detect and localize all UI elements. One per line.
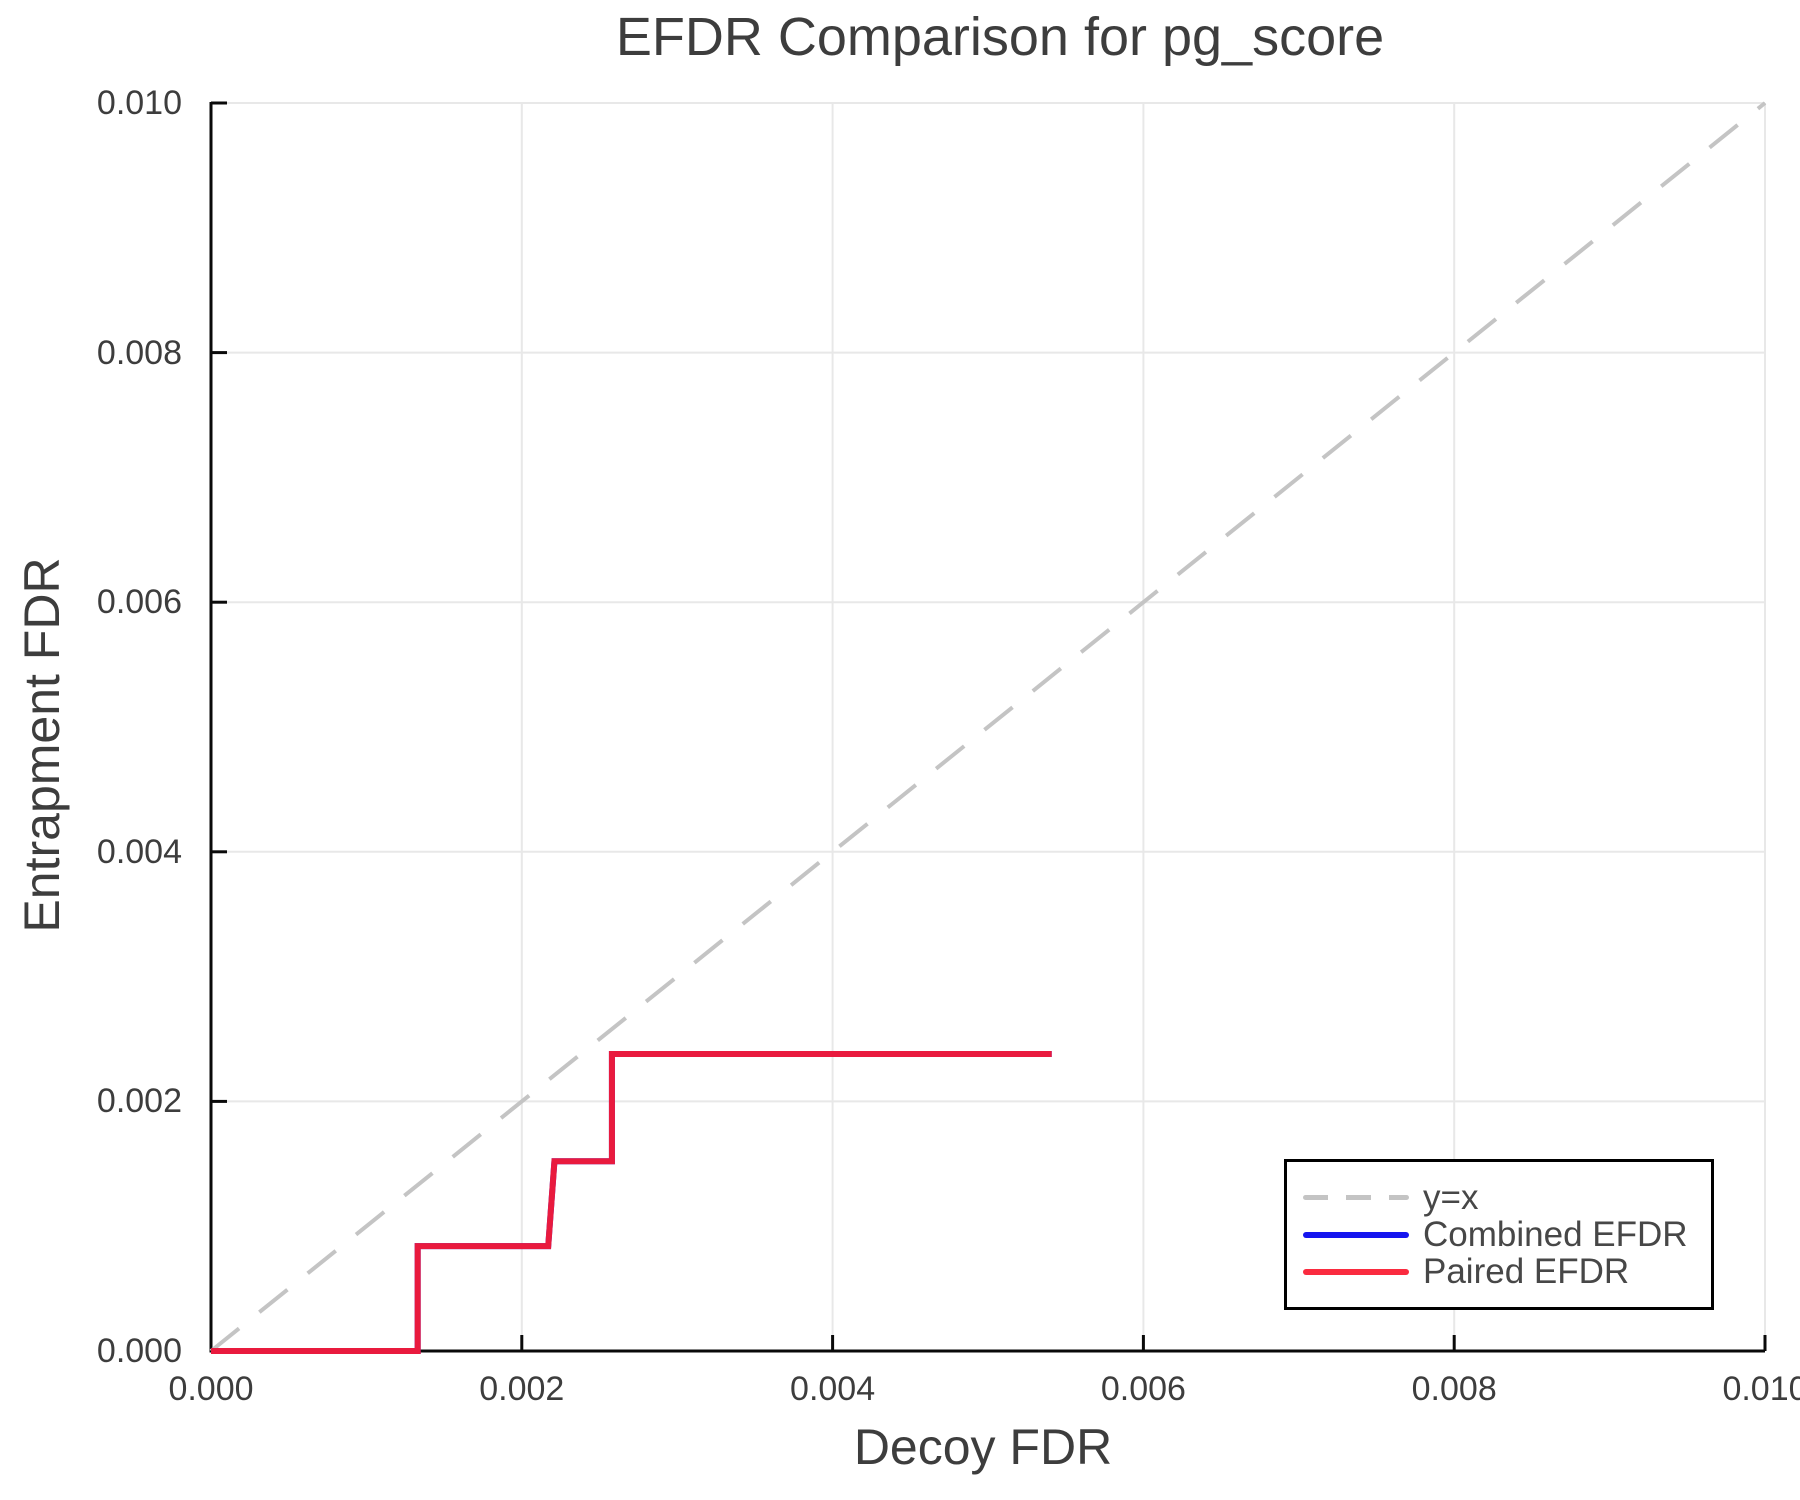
legend-line-sample — [1303, 1268, 1409, 1275]
x-tick-label: 0.000 — [168, 1370, 254, 1408]
legend-item-paired-efdr: Paired EFDR — [1303, 1253, 1711, 1290]
y-tick-label: 0.010 — [96, 84, 182, 122]
legend-line-sample — [1303, 1231, 1409, 1238]
series-combined-efdr — [211, 1050, 1052, 1354]
legend-label: Paired EFDR — [1423, 1252, 1630, 1291]
x-tick-label: 0.002 — [479, 1370, 565, 1408]
y-tick-label: 0.006 — [96, 583, 182, 622]
legend: y=x Combined EFDR Paired EFDR — [1284, 1159, 1714, 1310]
x-tick-label: 0.004 — [790, 1370, 876, 1408]
legend-label: Combined EFDR — [1423, 1215, 1688, 1254]
legend-item-combined-efdr: Combined EFDR — [1303, 1216, 1711, 1253]
x-tick-label: 0.010 — [1722, 1370, 1800, 1408]
x-axis-label: Decoy FDR — [853, 1419, 1113, 1475]
x-tick-label: 0.008 — [1411, 1370, 1497, 1408]
legend-item-y-x: y=x — [1303, 1179, 1711, 1216]
series-paired-efdr — [211, 1050, 1052, 1354]
y-tick-label: 0.004 — [96, 832, 182, 871]
y-tick-label: 0.000 — [96, 1332, 182, 1370]
y-tick-label: 0.002 — [96, 1082, 182, 1121]
legend-dashed-line-sample — [1303, 1195, 1409, 1200]
chart-title: EFDR Comparison for pg_score — [615, 7, 1385, 67]
x-tick-label: 0.006 — [1100, 1370, 1186, 1408]
y-tick-label: 0.008 — [96, 333, 182, 372]
legend-label: y=x — [1423, 1178, 1479, 1217]
series-y-x — [209, 101, 1767, 1353]
